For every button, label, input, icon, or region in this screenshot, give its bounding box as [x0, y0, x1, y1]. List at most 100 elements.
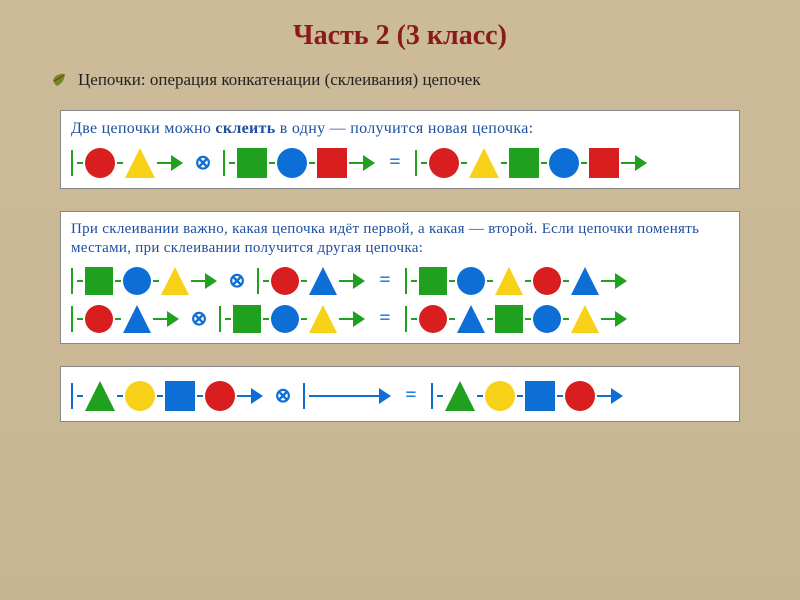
- chain-connector: [517, 395, 523, 397]
- leaf-icon: [50, 71, 68, 89]
- chain-connector: [301, 318, 307, 320]
- chain-shape-triangle: [309, 305, 337, 333]
- chain-shape-triangle: [495, 267, 523, 295]
- chain-shape-circle: [277, 148, 307, 178]
- chain-shape-circle: [457, 267, 485, 295]
- chain-arrow-head: [353, 311, 365, 327]
- chain-shape-square: [165, 381, 195, 411]
- chain-connector: [77, 162, 83, 164]
- chain-start-bar: [431, 383, 433, 409]
- chain: [219, 305, 365, 333]
- chain-connector: [421, 162, 427, 164]
- chain-start-bar: [257, 268, 259, 294]
- chain-connector: [601, 318, 615, 320]
- panel-1: Две цепочки можно склеить в одну — получ…: [60, 110, 740, 189]
- chain-connector: [487, 280, 493, 282]
- page-title: Часть 2 (3 класс): [50, 20, 750, 52]
- chain-connector: [117, 395, 123, 397]
- equation-row: ⊗=: [71, 381, 729, 411]
- chain-start-bar: [415, 150, 417, 176]
- chain-shape-square: [525, 381, 555, 411]
- chain-shape-circle: [271, 305, 299, 333]
- chain-shape-circle: [419, 305, 447, 333]
- chain: [71, 381, 263, 411]
- panel-2: При склеивании важно, какая цепочка идёт…: [60, 211, 740, 344]
- chain-shape-square: [509, 148, 539, 178]
- chain-connector: [237, 395, 251, 397]
- chain-connector: [563, 318, 569, 320]
- chain-connector: [557, 395, 563, 397]
- chain-connector: [197, 395, 203, 397]
- chain-connector: [563, 280, 569, 282]
- chain-connector: [77, 280, 83, 282]
- chain-connector: [501, 162, 507, 164]
- chain-shape-triangle: [571, 267, 599, 295]
- bullet-text: Цепочки: операция конкатенации (склеиван…: [78, 70, 481, 90]
- chain: [223, 148, 375, 178]
- panel-1-text: Две цепочки можно склеить в одну — получ…: [71, 119, 729, 140]
- chain-shape-circle: [549, 148, 579, 178]
- chain-shape-square: [589, 148, 619, 178]
- chain-connector: [225, 318, 231, 320]
- chain-shape-circle: [123, 267, 151, 295]
- chain-connector: [581, 162, 587, 164]
- chain: [257, 267, 365, 295]
- panel-3-equations: ⊗=: [71, 381, 729, 411]
- chain-connector: [477, 395, 483, 397]
- chain-shape-triangle: [161, 267, 189, 295]
- chain-connector: [263, 280, 269, 282]
- chain-connector: [525, 280, 531, 282]
- concat-operator: ⊗: [273, 383, 293, 408]
- chain-shape-circle: [429, 148, 459, 178]
- chain-arrow-head: [353, 273, 365, 289]
- chain-connector: [449, 318, 455, 320]
- chain-start-bar: [303, 383, 305, 409]
- chain-start-bar: [71, 306, 73, 332]
- chain-shape-square: [495, 305, 523, 333]
- chain: [405, 305, 627, 333]
- chain: [415, 148, 647, 178]
- chain-connector: [77, 395, 83, 397]
- chain-shape-circle: [565, 381, 595, 411]
- panel-3: ⊗=: [60, 366, 740, 422]
- chain-arrow-head: [615, 273, 627, 289]
- chain-shape-circle: [485, 381, 515, 411]
- chain-shape-circle: [205, 381, 235, 411]
- chain-connector: [269, 162, 275, 164]
- equation-row: ⊗=: [71, 267, 729, 295]
- equation-row: ⊗=: [71, 148, 729, 178]
- chain: [71, 305, 179, 333]
- chain-arrow-head: [205, 273, 217, 289]
- chain-shape-triangle: [571, 305, 599, 333]
- chain: [71, 267, 217, 295]
- equals-symbol: =: [375, 307, 395, 330]
- chain-connector: [411, 280, 417, 282]
- chain-shape-triangle: [469, 148, 499, 178]
- chain-start-bar: [71, 268, 73, 294]
- chain-start-bar: [71, 383, 73, 409]
- chain-shape-triangle: [85, 381, 115, 411]
- chain-arrow-head: [167, 311, 179, 327]
- chain-empty-line: [309, 395, 379, 397]
- equals-symbol: =: [385, 151, 405, 174]
- chain-arrow-head: [615, 311, 627, 327]
- chain-connector: [153, 280, 159, 282]
- chain-connector: [541, 162, 547, 164]
- chain-start-bar: [71, 150, 73, 176]
- chain-connector: [601, 280, 615, 282]
- bold-word: склеить: [215, 120, 275, 137]
- title-text: Часть 2 (3 класс): [293, 20, 507, 51]
- chain-connector: [437, 395, 443, 397]
- chain-shape-circle: [533, 305, 561, 333]
- chain-connector: [191, 280, 205, 282]
- chain-connector: [339, 318, 353, 320]
- chain: [405, 267, 627, 295]
- equation-row: ⊗=: [71, 305, 729, 333]
- chain-shape-circle: [85, 305, 113, 333]
- chain-shape-triangle: [309, 267, 337, 295]
- concat-operator: ⊗: [193, 150, 213, 175]
- chain-shape-square: [233, 305, 261, 333]
- chain-connector: [461, 162, 467, 164]
- chain-connector: [309, 162, 315, 164]
- chain-connector: [349, 162, 363, 164]
